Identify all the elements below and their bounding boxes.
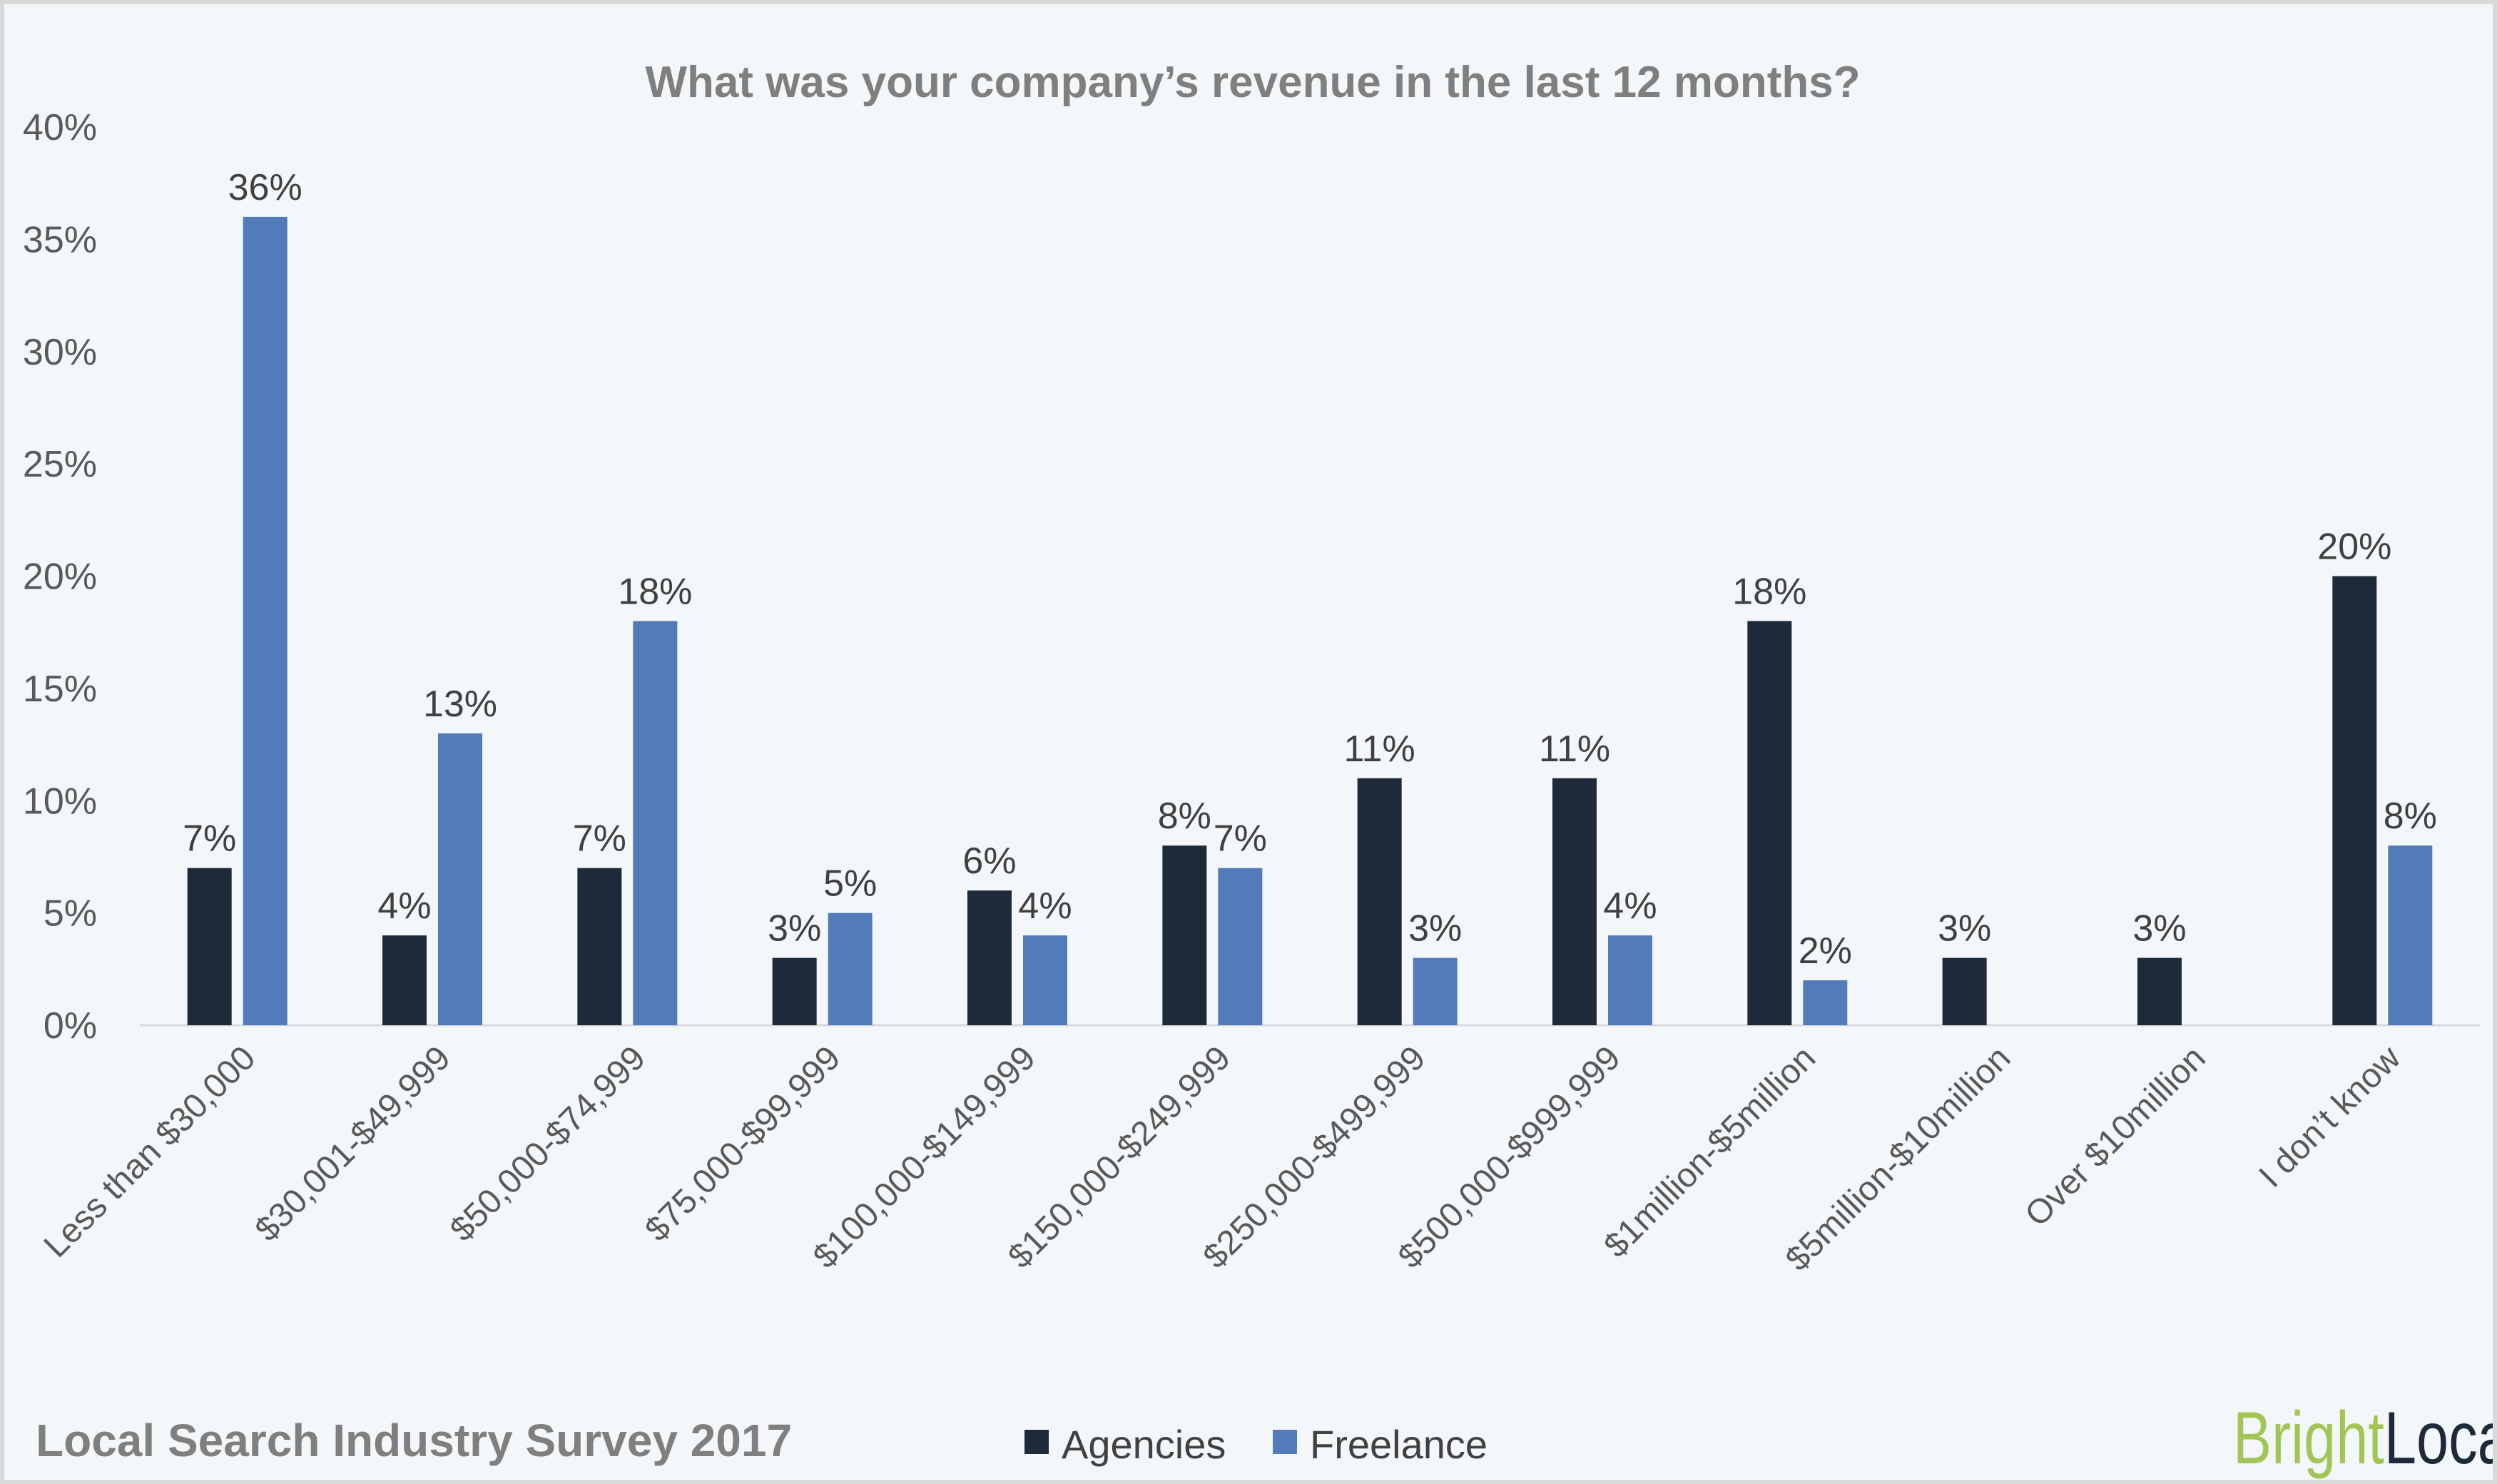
bar-agencies <box>2137 957 2182 1025</box>
data-label: 7% <box>183 818 236 860</box>
x-tick-label: $500,000-$999,999 <box>1391 1039 1628 1276</box>
data-label: 3% <box>1408 908 1462 950</box>
survey-footer: Local Search Industry Survey 2017 <box>36 1415 792 1466</box>
data-label: 18% <box>618 571 692 612</box>
bar-freelance <box>1608 935 1652 1025</box>
bar-freelance <box>2388 845 2433 1025</box>
x-tick-label: Less than $30,000 <box>37 1039 263 1265</box>
x-tick-label: $100,000-$149,999 <box>806 1039 1043 1276</box>
bar-freelance <box>438 733 482 1025</box>
x-tick-label: $5million-$10million <box>1779 1039 2018 1279</box>
bar-freelance <box>828 913 873 1025</box>
bar-agencies <box>1357 778 1402 1025</box>
data-label: 18% <box>1732 571 1806 612</box>
data-label: 11% <box>1344 728 1415 770</box>
y-tick-label: 25% <box>23 444 97 485</box>
bar-freelance <box>1218 868 1263 1025</box>
bar-agencies <box>382 935 427 1025</box>
legend-swatch-freelance <box>1273 1430 1297 1454</box>
legend-label-agencies: Agencies <box>1062 1422 1226 1467</box>
bar-freelance <box>243 216 288 1025</box>
data-label: 5% <box>823 863 877 905</box>
y-tick-label: 40% <box>23 107 97 148</box>
y-tick-label: 10% <box>23 781 97 822</box>
bar-freelance <box>1023 935 1067 1025</box>
logo-bright: Bright <box>2233 1396 2384 1479</box>
bar-freelance <box>1413 957 1458 1025</box>
data-label: 4% <box>1603 885 1657 927</box>
y-tick-label: 35% <box>23 219 97 260</box>
bars: 7%36%4%13%7%18%3%5%6%4%8%7%11%3%11%4%18%… <box>183 167 2437 1025</box>
data-label: 2% <box>1799 930 1852 972</box>
legend-swatch-agencies <box>1024 1430 1049 1454</box>
x-tick-label: I don’t know <box>2252 1039 2409 1195</box>
brightlocal-logo: BrightLocal <box>2233 1396 2497 1479</box>
x-axis: Less than $30,000$30,001-$49,999$50,000-… <box>37 1039 2409 1279</box>
bar-agencies <box>772 957 817 1025</box>
bar-agencies <box>2332 576 2377 1025</box>
x-tick-label: Over $10million <box>2018 1039 2213 1234</box>
legend-label-freelance: Freelance <box>1310 1422 1487 1467</box>
data-label: 6% <box>962 840 1016 882</box>
bar-freelance <box>1803 980 1848 1025</box>
bar-agencies <box>1747 621 1792 1025</box>
x-tick-label: $50,000-$74,999 <box>443 1039 653 1249</box>
data-label: 7% <box>573 818 626 860</box>
data-label: 36% <box>228 167 302 208</box>
x-tick-label: $30,001-$49,999 <box>248 1039 458 1249</box>
bar-chart: What was your company’s revenue in the l… <box>23 58 2497 1479</box>
bar-agencies <box>187 868 232 1025</box>
x-tick-label: $75,000-$99,999 <box>638 1039 848 1249</box>
y-tick-label: 0% <box>44 1005 97 1047</box>
bar-agencies <box>967 890 1012 1025</box>
x-tick-label: $1million-$5million <box>1597 1039 1823 1265</box>
data-label: 3% <box>1938 908 1991 950</box>
data-label: 3% <box>768 908 821 950</box>
y-tick-label: 30% <box>23 332 97 373</box>
y-tick-label: 20% <box>23 556 97 598</box>
y-tick-label: 15% <box>23 669 97 710</box>
data-label: 11% <box>1539 728 1610 770</box>
data-label: 8% <box>1158 796 1211 837</box>
data-label: 4% <box>1018 885 1072 927</box>
x-tick-label: $150,000-$249,999 <box>1001 1039 1238 1276</box>
bar-agencies <box>1162 845 1207 1025</box>
bar-agencies <box>1552 778 1597 1025</box>
data-label: 7% <box>1214 818 1267 860</box>
legend: Agencies Freelance <box>1024 1422 1487 1467</box>
svg-text:BrightLocal: BrightLocal <box>2233 1396 2497 1479</box>
y-axis: 0% 5% 10% 15% 20% 25% 30% 35% 40% <box>23 107 97 1047</box>
bar-agencies <box>1942 957 1987 1025</box>
data-label: 8% <box>2384 796 2437 837</box>
x-tick-label: $250,000-$499,999 <box>1196 1039 1433 1276</box>
data-label: 3% <box>2132 908 2186 950</box>
data-label: 13% <box>423 683 497 725</box>
data-label: 4% <box>377 885 431 927</box>
chart-title: What was your company’s revenue in the l… <box>645 58 1860 107</box>
logo-local: Local <box>2384 1396 2497 1479</box>
y-tick-label: 5% <box>44 893 97 935</box>
bar-agencies <box>577 868 622 1025</box>
data-label: 20% <box>2317 527 2391 568</box>
bar-freelance <box>633 621 678 1025</box>
